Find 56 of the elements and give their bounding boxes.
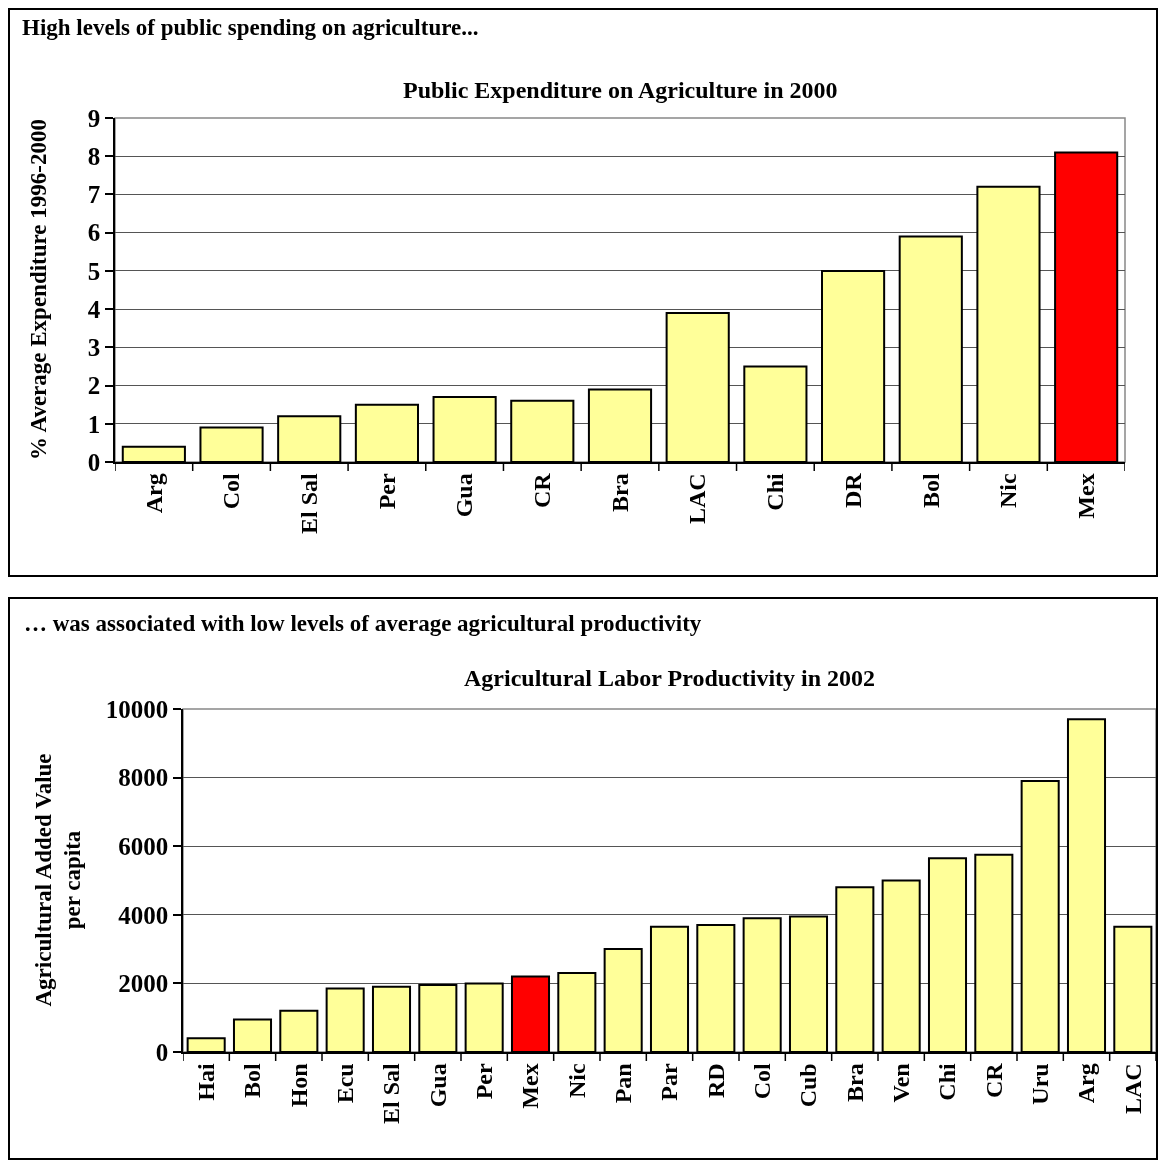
y-tick-label: 4000 <box>118 901 169 929</box>
y-axis-title: % Average Expenditure 1996-2000 <box>26 119 51 460</box>
y-tick-label: 6000 <box>118 832 169 860</box>
x-tick-label: Nic <box>995 473 1022 509</box>
x-tick-label: Bra <box>841 1063 868 1103</box>
x-tick-label: Chi <box>934 1063 961 1101</box>
x-tick-label: LAC <box>1119 1063 1146 1115</box>
text: … was associated with low levels of average agricultural productivity <box>24 611 702 636</box>
x-tick-label: Per <box>373 473 400 510</box>
x-tick-label: Arg <box>1073 1063 1100 1104</box>
x-tick-label: Arg <box>140 473 167 514</box>
y-tick-label: 5 <box>87 257 101 285</box>
y-tick-label: 9 <box>87 104 101 132</box>
x-tick-label: LAC <box>684 473 711 525</box>
x-tick-label: Chi <box>762 473 789 511</box>
y-tick-label: 8000 <box>118 764 169 792</box>
y-tick-label: 7 <box>87 181 101 209</box>
chart-title: Agricultural Labor Productivity in 2002 <box>464 665 876 691</box>
x-tick-label: Bol <box>239 1063 266 1099</box>
x-tick-label: Bra <box>606 473 633 513</box>
y-tick-label: 6 <box>87 219 101 247</box>
y-tick-label: 1 <box>87 410 101 438</box>
x-tick-label: Pan <box>609 1063 636 1104</box>
x-tick-label: Mex <box>1072 473 1099 519</box>
y-tick-label: 8 <box>87 142 101 170</box>
x-tick-label: Mex <box>517 1063 544 1109</box>
y-tick-label: 3 <box>87 334 101 362</box>
x-tick-label: Nic <box>563 1063 590 1099</box>
x-tick-label: Gua <box>424 1063 451 1108</box>
chart-title: Public Expenditure on Agriculture in 2000 <box>403 77 838 103</box>
x-tick-label: El Sal <box>296 473 323 535</box>
y-tick-label: 0 <box>155 1038 169 1066</box>
y-tick-label: 2000 <box>118 970 169 998</box>
x-tick-label: Par <box>656 1063 683 1101</box>
x-tick-label: Uru <box>1026 1063 1053 1105</box>
x-tick-label: RD <box>702 1063 729 1099</box>
x-tick-label: DR <box>839 472 866 509</box>
x-tick-label: El Sal <box>378 1063 405 1125</box>
y-tick-label: 0 <box>87 448 101 476</box>
y-tick-label: 10000 <box>105 695 169 723</box>
y-axis-title: Agricultural Added Value per capita <box>30 753 86 1007</box>
x-tick-label: Ven <box>887 1063 914 1103</box>
x-tick-label: Cub <box>795 1063 822 1108</box>
y-tick-label: 4 <box>87 295 101 323</box>
x-tick-label: CR <box>529 472 556 509</box>
x-tick-label: Col <box>748 1063 775 1100</box>
x-tick-label: Hon <box>285 1063 312 1108</box>
x-tick-label: CR <box>980 1062 1007 1099</box>
x-tick-label: Gua <box>451 473 478 518</box>
x-tick-label: Per <box>470 1063 497 1100</box>
y-tick-label: 2 <box>87 372 101 400</box>
x-tick-label: Col <box>218 473 245 510</box>
text: High levels of public spending on agriculture... <box>22 15 479 40</box>
x-tick-label: Hai <box>192 1063 219 1101</box>
x-tick-label: Bol <box>917 473 944 509</box>
x-tick-label: Ecu <box>331 1063 358 1104</box>
